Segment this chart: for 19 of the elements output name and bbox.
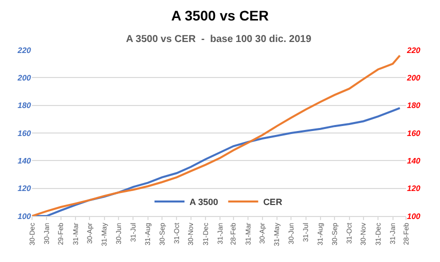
y-tick-label: 180: [18, 101, 32, 110]
legend-label: A 3500: [190, 197, 218, 208]
y-tick-label: 160: [18, 128, 32, 138]
y2-tick-label: 100: [407, 212, 421, 221]
y-tick-label: 120: [18, 184, 32, 194]
y-tick-label: 100: [18, 212, 32, 221]
y-tick-label: 220: [16, 46, 32, 55]
y2-tick-label: 220: [406, 46, 421, 55]
y2-tick-label: 180: [407, 101, 421, 110]
y-tick-label: 200: [16, 73, 32, 82]
legend-label: CER: [263, 197, 283, 208]
y2-tick-label: 120: [407, 184, 421, 194]
chart-subtitle: A 3500 vs CER - base 100 30 dic. 2019: [126, 34, 312, 45]
y2-tick-label: 160: [407, 128, 421, 138]
y2-tick-label: 140: [407, 156, 421, 166]
line-series: [32, 54, 401, 216]
chart-title: A 3500 vs CER: [171, 7, 269, 24]
y-tick-label: 140: [18, 156, 32, 166]
y2-tick-label: 200: [406, 73, 421, 82]
